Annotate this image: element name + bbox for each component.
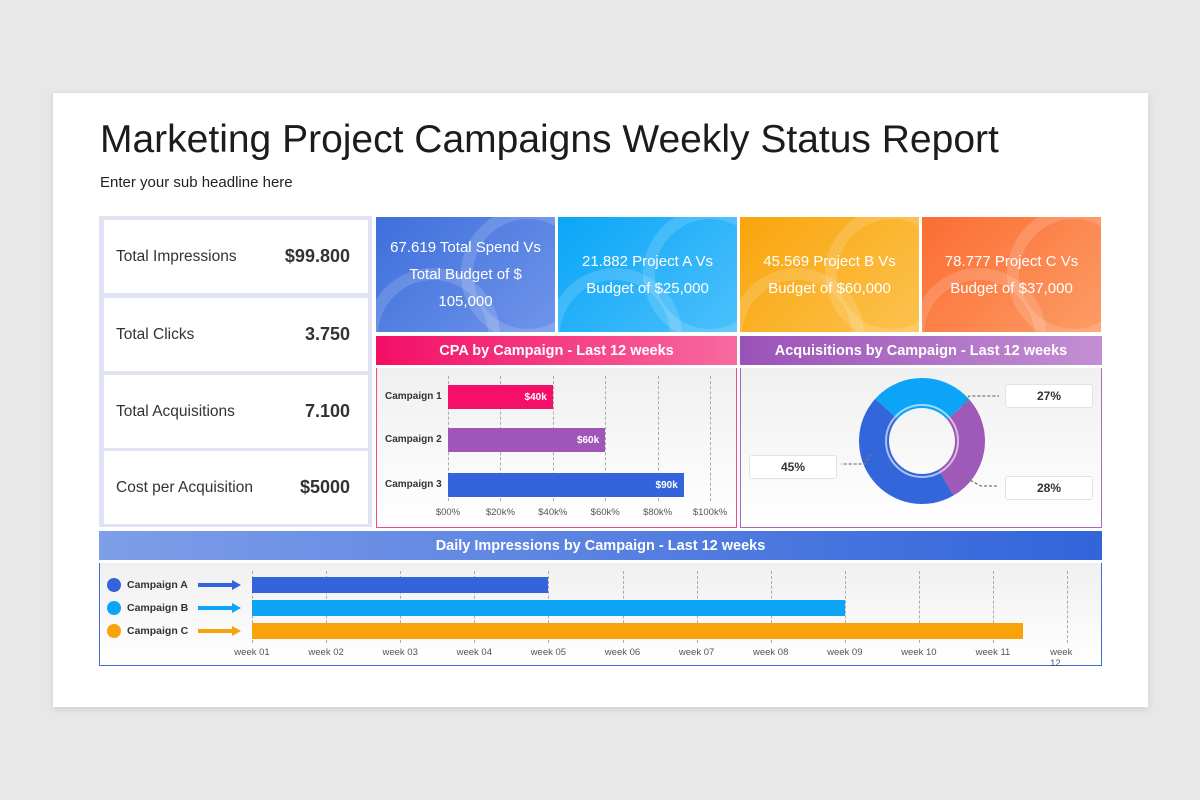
legend-label: Campaign B	[127, 602, 189, 614]
grid-line	[657, 376, 659, 501]
x-tick-label: $00%	[435, 507, 461, 518]
grid-line	[1067, 571, 1069, 643]
metric-value: 3.750	[304, 324, 350, 344]
grid-line	[993, 571, 994, 643]
metric-card: Cost per Acquisition $5000	[104, 451, 368, 524]
data-label: $90k	[655, 479, 678, 491]
metric-value: $5000	[299, 477, 350, 497]
x-tick-label: $60k%	[590, 507, 620, 518]
legend-dot	[107, 578, 121, 592]
x-tick-label: week 03	[382, 647, 418, 658]
category-label: Campaign 1	[385, 391, 442, 402]
metric-label: Total Acquisitions	[116, 402, 235, 420]
donut-slice	[938, 399, 985, 496]
leader-arrow	[965, 477, 999, 487]
x-tick-label: $20k%	[485, 507, 515, 518]
legend-dot	[107, 601, 121, 615]
leader-arrow	[841, 453, 872, 465]
x-tick-label: week 06	[604, 647, 641, 658]
kpi-card: 45.569 Project B Vs Budget of $60,000	[740, 217, 919, 332]
x-tick-label: week 09	[827, 647, 863, 658]
cpa-header: CPA by Campaign - Last 12 weeks	[376, 336, 737, 365]
kpi-text: 78.777 Project C Vs Budget of $37,000	[944, 252, 1079, 297]
x-tick-label: $80k%	[643, 507, 673, 518]
x-tick-label: $100k%	[692, 507, 728, 518]
donut-slice	[875, 378, 970, 420]
gantt-bar	[252, 600, 845, 616]
kpi-card: 78.777 Project C Vs Budget of $37,000	[922, 217, 1101, 332]
acq-header: Acquisitions by Campaign - Last 12 weeks	[740, 336, 1102, 365]
grid-line	[844, 571, 846, 643]
x-tick-label: week 12	[1050, 647, 1073, 669]
category-label: Campaign 2	[385, 434, 442, 445]
category-label: Campaign 3	[385, 479, 442, 490]
donut-chart	[841, 378, 999, 504]
percent-label: 45%	[749, 455, 837, 479]
percent-label: 28%	[1005, 476, 1093, 500]
x-tick-label: week 07	[678, 647, 715, 658]
gantt-bar	[252, 623, 1023, 639]
x-tick-label: week 10	[901, 647, 937, 658]
leader-arrow	[962, 395, 999, 407]
x-tick-label: week 08	[752, 647, 789, 658]
x-tick-label: week 11	[975, 647, 1011, 658]
data-label: $60k	[576, 434, 600, 446]
metric-label: Total Impressions	[116, 247, 237, 265]
kpi-card: 67.619 Total Spend Vs Total Budget of $ …	[376, 217, 555, 332]
daily-chart: week 01 week 02 week 03 week 04 week 05 week …	[99, 563, 1102, 669]
x-tick-label: week 01	[234, 647, 270, 658]
kpi-text: 67.619 Total Spend Vs Total Budget of $ …	[390, 239, 541, 310]
x-tick-label: week 02	[308, 647, 344, 658]
metric-value: $99.800	[284, 246, 350, 266]
donut-ring	[885, 404, 959, 478]
kpi-card: 21.882 Project A Vs Budget of $25,000	[558, 217, 737, 332]
x-tick-label: week 04	[456, 647, 492, 658]
page-title: Marketing Project Campaigns Weekly Statu…	[100, 118, 999, 161]
metric-card: Total Impressions $99.800	[104, 220, 368, 293]
cpa-chart: $00% $20k% $40k% $60k% $80k% $100k% Campaign 1…	[376, 368, 737, 528]
legend-label: Campaign C	[127, 625, 189, 637]
legend-dot	[107, 624, 121, 638]
grid-line	[918, 571, 920, 643]
kpi-text: 21.882 Project A Vs Budget of $25,000	[582, 252, 713, 297]
metric-label: Cost per Acquisition	[116, 478, 253, 496]
grid-line	[710, 376, 711, 501]
arrow-right-icon	[198, 580, 242, 590]
metric-value: 7.100	[304, 401, 350, 421]
metric-label: Total Clicks	[116, 325, 195, 343]
data-label: $40k	[524, 391, 547, 403]
arrow-right-icon	[198, 603, 242, 613]
arrow-right-icon	[198, 626, 242, 636]
gantt-bar	[252, 577, 549, 593]
percent-label: 27%	[1005, 384, 1093, 408]
kpi-text: 45.569 Project B Vs Budget of $60,000	[763, 252, 896, 297]
page-subtitle: Enter your sub headline here	[100, 174, 293, 191]
x-tick-label: $40k%	[538, 507, 568, 518]
bar: $90k	[448, 473, 684, 497]
bar: $40k	[448, 385, 553, 409]
grid-line	[605, 376, 607, 501]
donut-slice	[859, 398, 954, 504]
daily-header: Daily Impressions by Campaign - Last 12 …	[99, 531, 1102, 560]
x-tick-label: week 05	[530, 647, 567, 658]
bar: $60k	[448, 428, 606, 452]
legend-label: Campaign A	[127, 579, 188, 591]
metric-card: Total Clicks 3.750	[104, 298, 368, 371]
metric-card: Total Acquisitions 7.100	[104, 375, 368, 448]
